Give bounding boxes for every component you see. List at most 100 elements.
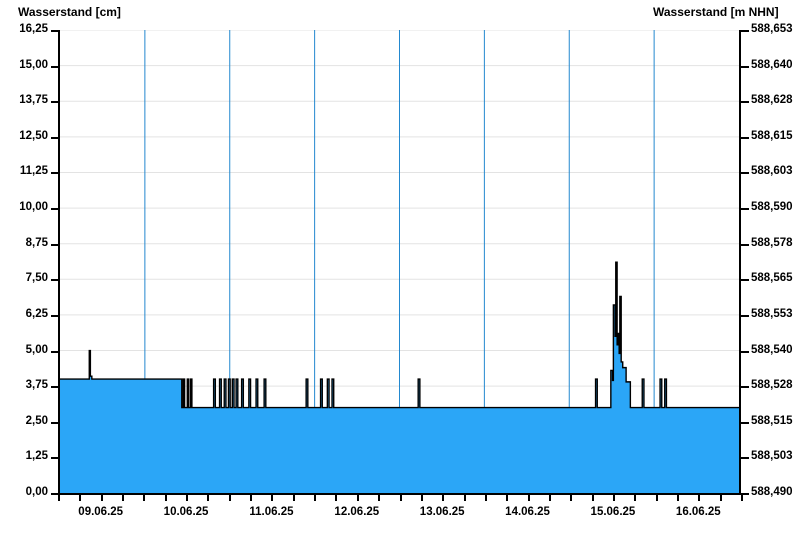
right-axis-tick-mark [741,137,749,139]
left-axis-tick-label: 5,00 [25,343,48,356]
x-axis-tick-mark [720,495,722,501]
right-axis-tick-label: 588,590 [751,201,793,214]
left-axis-tick-mark [51,244,58,246]
x-axis-tick-mark [442,495,444,501]
x-axis-tick-mark [656,495,658,501]
right-axis-tick-mark [741,279,749,281]
x-axis-tick-label: 11.06.25 [249,506,294,518]
right-axis-tick-mark [741,457,749,459]
left-axis-tick-mark [51,208,58,210]
x-axis-tick-mark [698,495,700,501]
right-axis-tick-mark [741,351,749,353]
x-axis-tick-mark [293,495,295,501]
x-axis-tick-mark [613,495,615,501]
right-axis-title: Wasserstand [m NHN] [653,5,779,19]
right-axis-tick-label: 588,528 [751,379,793,392]
x-axis-tick-mark [250,495,252,501]
left-axis-tick-label: 7,50 [25,272,48,285]
left-axis-tick-label: 10,00 [19,201,48,214]
x-axis-tick-mark [592,495,594,501]
x-axis-tick-mark [549,495,551,501]
right-axis-tick-mark [741,422,749,424]
right-axis-tick-label: 588,640 [751,58,793,71]
left-axis-tick-mark [51,386,58,388]
right-axis-tick-label: 588,540 [751,343,793,356]
right-axis-tick-label: 588,653 [751,23,793,35]
x-axis-tick-mark [314,495,316,501]
x-axis-tick-label: 09.06.25 [78,506,124,518]
right-axis-tick-mark [741,244,749,246]
x-axis-tick-mark [357,495,359,501]
x-axis-tick-mark [143,495,145,501]
left-axis-tick-mark [51,457,58,459]
right-axis-tick-label: 588,553 [751,307,793,320]
left-axis-tick-mark [51,315,58,317]
x-axis-tick-mark [378,495,380,501]
left-axis-tick-label: 0,00 [25,486,48,498]
left-axis-tick-mark [51,279,58,281]
x-axis-tick-mark [677,495,679,501]
gridlines [60,30,739,493]
plot-area [58,30,741,495]
x-axis-tick-mark [186,495,188,501]
x-axis-tick-label: 13.06.25 [419,506,465,518]
left-axis-tick-label: 1,25 [25,450,48,463]
right-axis-tick-mark [741,493,749,495]
left-axis-tick-mark [51,422,58,424]
left-axis-tick-label: 12,50 [19,129,48,142]
right-axis-tick-label: 588,490 [751,486,793,498]
x-axis-tick-label: 12.06.25 [334,506,380,518]
water-level-series [60,30,739,493]
left-axis-tick-mark [51,30,58,32]
x-axis-tick-mark [271,495,273,501]
right-axis-tick-mark [741,66,749,68]
x-axis-tick-mark [421,495,423,501]
left-axis-tick-mark [51,172,58,174]
left-axis-tick-label: 3,75 [25,379,48,392]
x-axis-tick-mark [207,495,209,501]
right-axis-tick-label: 588,565 [751,272,793,285]
x-axis-tick-mark [335,495,337,501]
right-axis-tick-mark [741,386,749,388]
left-axis-tick-mark [51,137,58,139]
x-axis-tick-label: 10.06.25 [163,506,209,518]
left-axis-tick-label: 15,00 [19,58,48,71]
x-axis-tick-mark [506,495,508,501]
x-axis-tick-mark [485,495,487,501]
right-axis-tick-label: 588,628 [751,94,793,107]
right-axis-tick-mark [741,172,749,174]
left-axis-tick-label: 13,75 [19,94,48,107]
x-axis-tick-mark [528,495,530,501]
x-axis-tick-mark [741,495,743,501]
left-axis-tick-mark [51,493,58,495]
left-axis-tick-label: 2,50 [25,414,48,427]
right-axis-tick-mark [741,30,749,32]
x-axis-tick-label: 16.06.25 [675,506,721,518]
x-axis-tick-mark [79,495,81,501]
left-axis-tick-mark [51,66,58,68]
x-axis-tick-mark [229,495,231,501]
left-axis-tick-label: 11,25 [19,165,48,178]
right-axis-tick-label: 588,503 [751,450,793,463]
x-axis-tick-mark [165,495,167,501]
right-axis-tick-mark [741,208,749,210]
x-axis-tick-mark [58,495,60,501]
x-axis-tick-mark [101,495,103,501]
right-axis-tick-label: 588,515 [751,414,793,427]
x-axis-tick-mark [464,495,466,501]
left-axis-tick-mark [51,101,58,103]
x-axis-tick-mark [400,495,402,501]
right-axis-tick-mark [741,315,749,317]
right-axis-tick-label: 588,603 [751,165,793,178]
x-axis-tick-label: 14.06.25 [505,506,550,518]
left-axis-tick-mark [51,351,58,353]
left-axis-tick-label: 8,75 [25,236,48,249]
x-axis-tick-mark [570,495,572,501]
right-axis-tick-mark [741,101,749,103]
x-axis-tick-mark [634,495,636,501]
left-axis-title: Wasserstand [cm] [18,5,121,19]
right-axis-tick-label: 588,578 [751,236,793,249]
left-axis-tick-label: 6,25 [25,307,48,320]
left-axis-tick-label: 16,25 [19,23,48,35]
